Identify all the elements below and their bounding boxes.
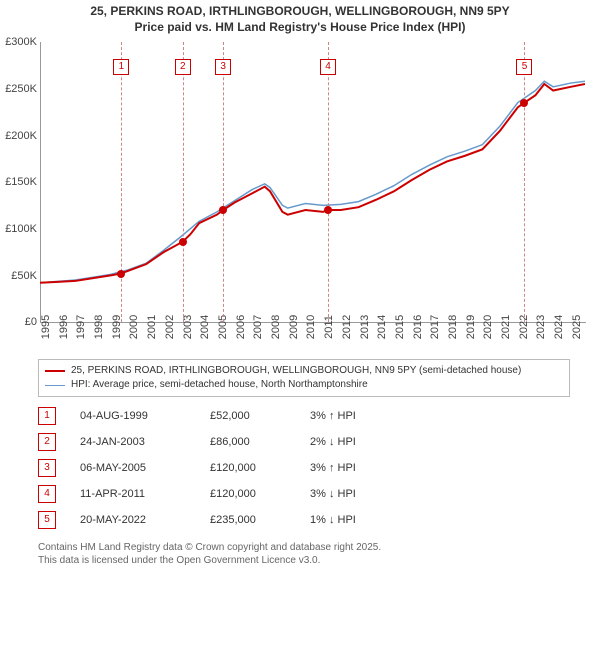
table-cell-price: £52,000 [210,410,310,422]
footer-attribution: Contains HM Land Registry data © Crown c… [38,541,570,567]
x-tick-label: 2001 [146,315,158,339]
sale-gridline [121,42,122,322]
footer-line-2: This data is licensed under the Open Gov… [38,554,570,567]
y-tick-label: £0 [0,316,37,328]
sale-point [324,206,332,214]
sale-marker-box: 5 [516,59,532,75]
x-tick-label: 1997 [75,315,87,339]
x-tick-label: 2010 [305,315,317,339]
chart-titles: 25, PERKINS ROAD, IRTHLINGBOROUGH, WELLI… [0,0,600,37]
sale-marker-box: 1 [113,59,129,75]
x-tick-label: 2021 [500,315,512,339]
table-row: 5 20-MAY-2022£235,0001% ↓ HPI [38,507,570,533]
x-tick-label: 2007 [252,315,264,339]
sale-marker-box: 3 [215,59,231,75]
y-tick-label: £150K [0,176,37,188]
x-tick-label: 1995 [40,315,52,339]
table-cell-date: 11-APR-2011 [80,488,210,500]
x-tick-label: 2015 [394,315,406,339]
legend-label: 25, PERKINS ROAD, IRTHLINGBOROUGH, WELLI… [71,364,521,378]
sale-point [520,99,528,107]
table-cell-price: £120,000 [210,488,310,500]
table-cell-num: 5 [38,511,56,529]
sale-marker-box: 4 [320,59,336,75]
x-tick-label: 1998 [93,315,105,339]
x-tick-label: 2017 [429,315,441,339]
x-tick-label: 2012 [341,315,353,339]
legend-row: HPI: Average price, semi-detached house,… [45,378,563,392]
x-tick-label: 2006 [235,315,247,339]
title-line-2: Price paid vs. HM Land Registry's House … [0,20,600,36]
y-tick-label: £300K [0,36,37,48]
y-tick-label: £100K [0,223,37,235]
sale-marker-box: 2 [175,59,191,75]
x-tick-label: 2024 [553,315,565,339]
x-tick-label: 2018 [447,315,459,339]
y-tick-label: £250K [0,83,37,95]
x-tick-label: 2016 [412,315,424,339]
x-tick-label: 2002 [164,315,176,339]
x-tick-label: 1996 [58,315,70,339]
x-tick-label: 2019 [465,315,477,339]
sale-gridline [524,42,525,322]
table-cell-num: 4 [38,485,56,503]
sales-table: 104-AUG-1999£52,0003% ↑ HPI224-JAN-2003£… [38,403,570,533]
table-cell-pct: 1% ↓ HPI [310,514,390,526]
chart-area: £0 £50K £100K £150K £200K £250K £300K 1995 1996 1… [2,37,592,357]
x-tick-label: 2020 [482,315,494,339]
sale-gridline [328,42,329,322]
legend-swatch [45,385,65,386]
x-tick-label: 2023 [535,315,547,339]
table-cell-num: 1 [38,407,56,425]
table-cell-price: £235,000 [210,514,310,526]
table-cell-num: 3 [38,459,56,477]
sale-point [219,206,227,214]
table-cell-pct: 2% ↓ HPI [310,436,390,448]
table-cell-date: 04-AUG-1999 [80,410,210,422]
table-cell-date: 06-MAY-2005 [80,462,210,474]
x-tick-label: 2011 [323,315,335,339]
table-cell-pct: 3% ↓ HPI [310,488,390,500]
y-tick-label: £50K [0,270,37,282]
legend: 25, PERKINS ROAD, IRTHLINGBOROUGH, WELLI… [38,359,570,397]
table-cell-pct: 3% ↑ HPI [310,410,390,422]
x-tick-label: 2014 [376,315,388,339]
x-tick-label: 2004 [199,315,211,339]
x-tick-label: 2025 [571,315,583,339]
table-cell-date: 24-JAN-2003 [80,436,210,448]
x-tick-label: 2013 [359,315,371,339]
sale-gridline [223,42,224,322]
footer-line-1: Contains HM Land Registry data © Crown c… [38,541,570,554]
table-row: 4 11-APR-2011£120,0003% ↓ HPI [38,481,570,507]
legend-row: 25, PERKINS ROAD, IRTHLINGBOROUGH, WELLI… [45,364,563,378]
sale-point [179,238,187,246]
table-cell-price: £86,000 [210,436,310,448]
table-row: 1 04-AUG-1999£52,0003% ↑ HPI [38,403,570,429]
table-row: 2 24-JAN-2003£86,0002% ↓ HPI [38,429,570,455]
sale-point [117,270,125,278]
table-cell-pct: 3% ↑ HPI [310,462,390,474]
legend-label: HPI: Average price, semi-detached house,… [71,378,368,392]
table-cell-num: 2 [38,433,56,451]
sale-gridline [183,42,184,322]
table-row: 3 06-MAY-2005£120,0003% ↑ HPI [38,455,570,481]
title-line-1: 25, PERKINS ROAD, IRTHLINGBOROUGH, WELLI… [0,4,600,20]
table-cell-date: 20-MAY-2022 [80,514,210,526]
legend-swatch [45,370,65,372]
x-tick-label: 2009 [288,315,300,339]
x-tick-label: 2000 [128,315,140,339]
table-cell-price: £120,000 [210,462,310,474]
y-tick-label: £200K [0,130,37,142]
x-tick-label: 2008 [270,315,282,339]
